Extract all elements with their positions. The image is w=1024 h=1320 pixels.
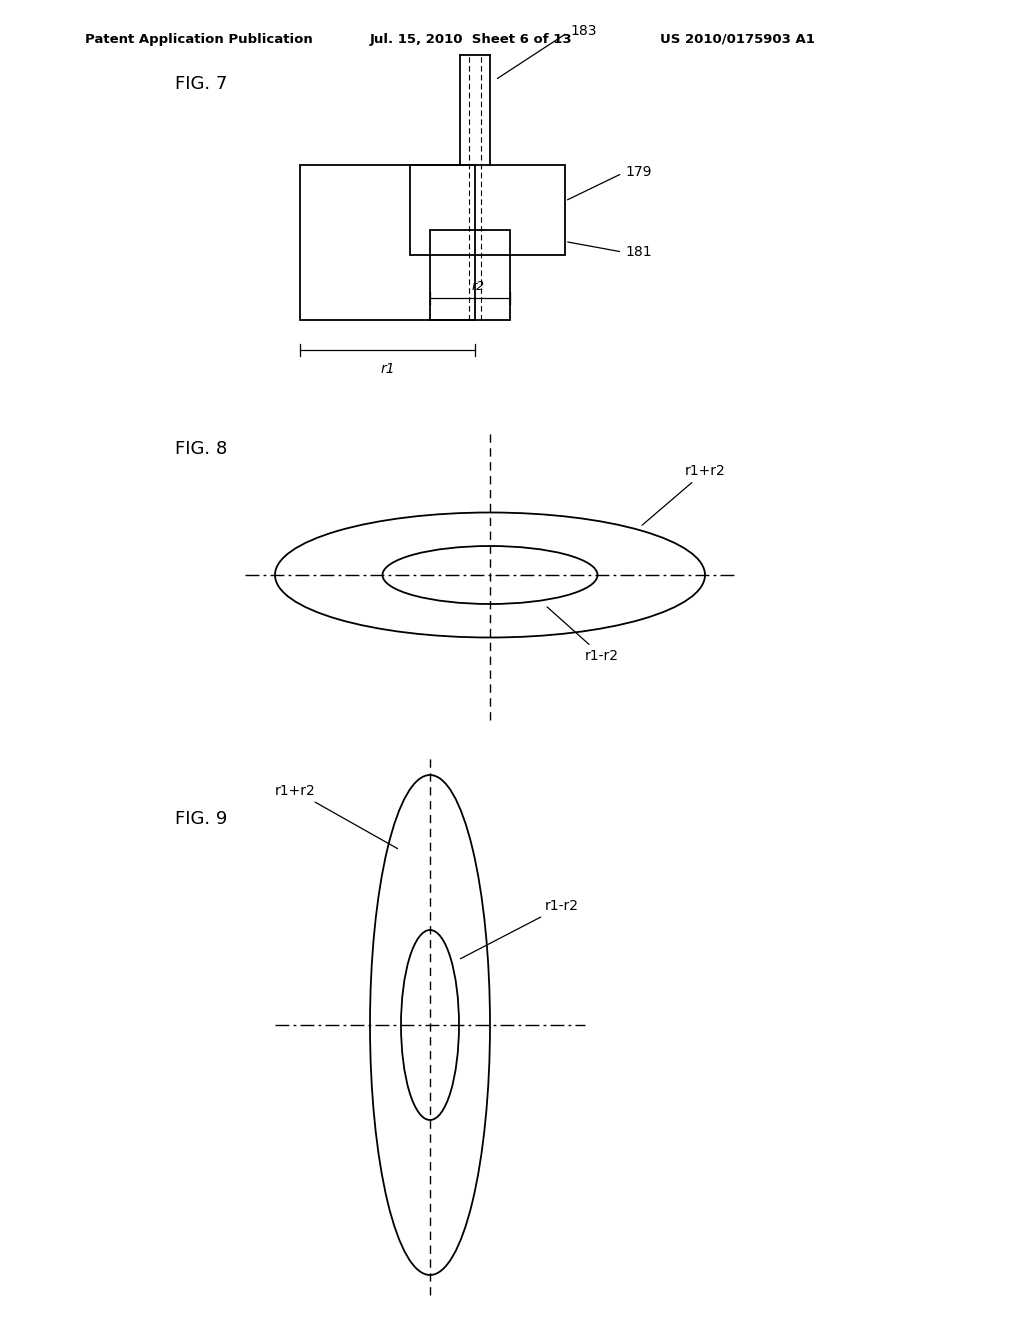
Bar [430, 230, 510, 319]
Text: 181: 181 [567, 242, 651, 260]
Bar [410, 165, 565, 255]
Text: FIG. 7: FIG. 7 [175, 75, 227, 92]
Bar [300, 165, 475, 319]
Text: FIG. 9: FIG. 9 [175, 810, 227, 828]
Text: r1+r2: r1+r2 [642, 465, 726, 525]
Text: 179: 179 [567, 165, 651, 199]
Text: Patent Application Publication: Patent Application Publication [85, 33, 312, 46]
Text: r1-r2: r1-r2 [547, 607, 618, 663]
Text: r1+r2: r1+r2 [275, 784, 397, 849]
Text: r2: r2 [472, 280, 485, 293]
Text: Jul. 15, 2010  Sheet 6 of 13: Jul. 15, 2010 Sheet 6 of 13 [370, 33, 572, 46]
Text: FIG. 8: FIG. 8 [175, 440, 227, 458]
Text: 183: 183 [498, 24, 597, 78]
Text: r1-r2: r1-r2 [461, 899, 579, 958]
Text: US 2010/0175903 A1: US 2010/0175903 A1 [660, 33, 815, 46]
Text: r1: r1 [380, 362, 395, 376]
